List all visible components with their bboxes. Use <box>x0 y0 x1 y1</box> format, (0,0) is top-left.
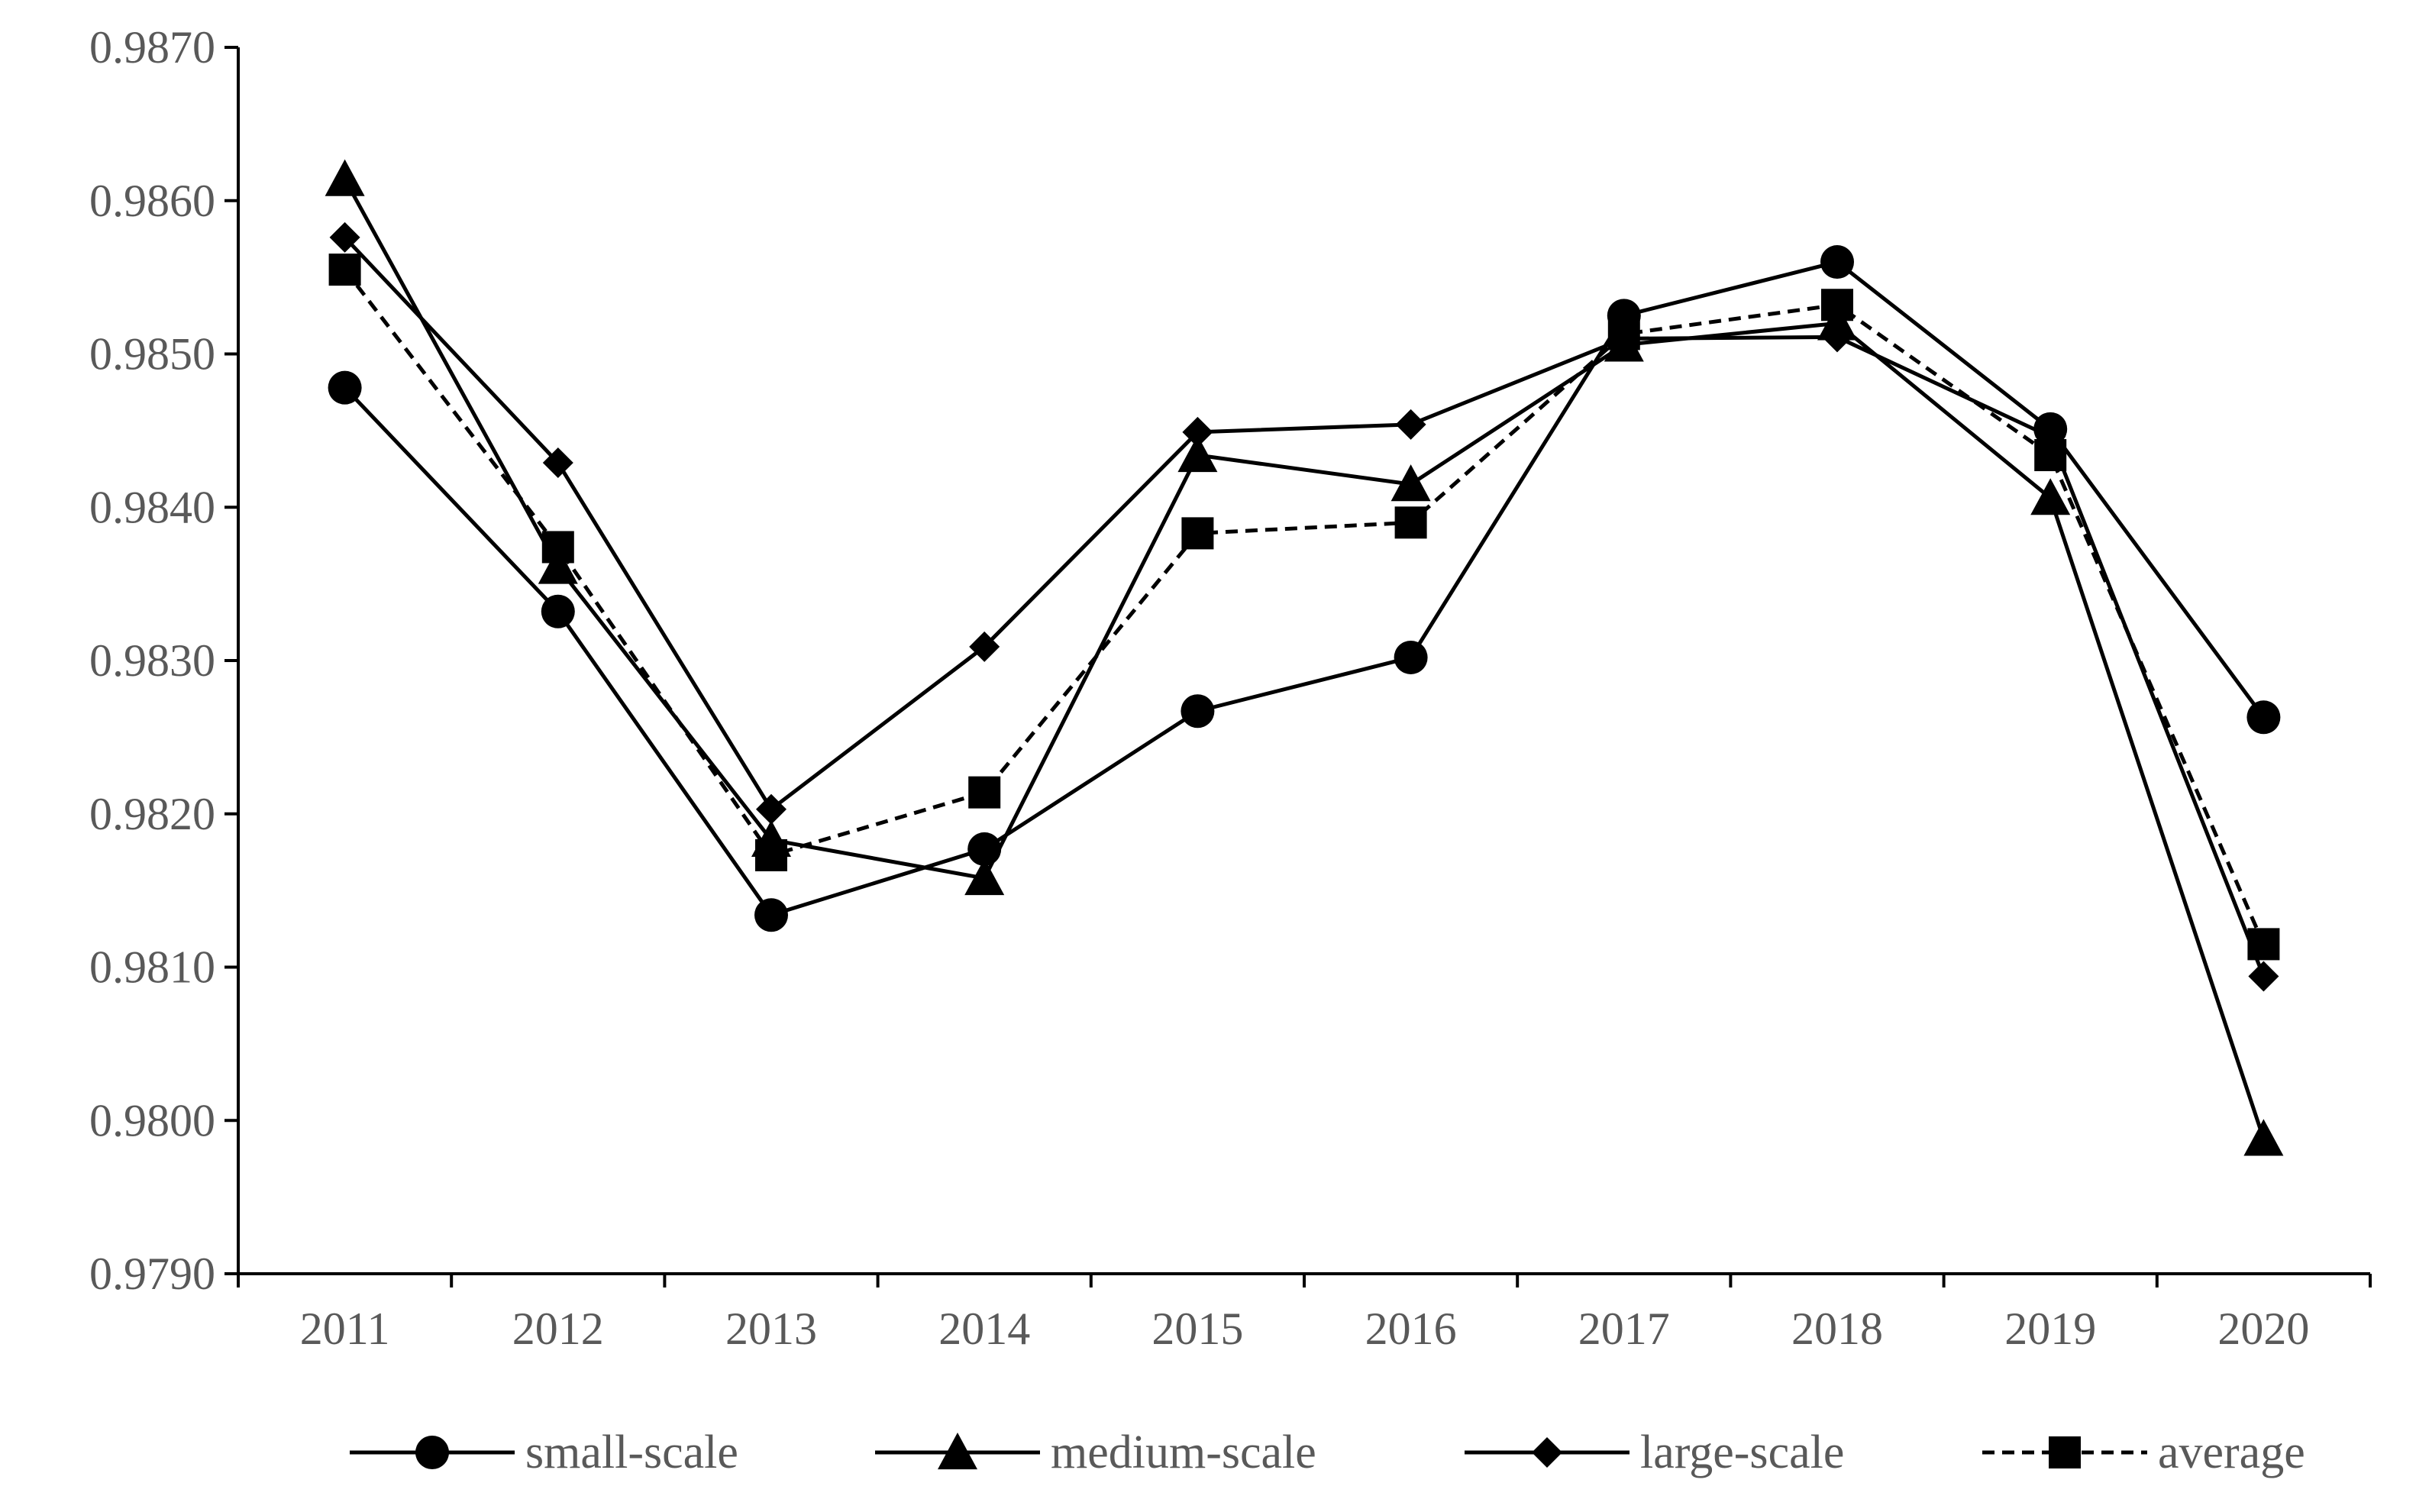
x-tick-label: 2019 <box>2004 1304 2096 1354</box>
data-point-average <box>1181 517 1214 550</box>
legend-marker <box>2049 1436 2081 1468</box>
legend-label: average <box>2158 1426 2305 1478</box>
data-point-average <box>755 838 787 871</box>
y-tick-label: 0.9850 <box>89 329 215 380</box>
series-medium-scale <box>325 159 2284 1156</box>
legend-item-average: average <box>1982 1426 2305 1478</box>
data-point-small-scale <box>754 898 788 932</box>
series-line-large-scale <box>343 236 2266 977</box>
data-point-large-scale <box>1822 321 1852 353</box>
legend-marker <box>938 1433 977 1470</box>
x-tick-label: 2016 <box>1365 1304 1457 1354</box>
data-point-average <box>2034 438 2067 471</box>
data-point-medium-scale <box>2243 1119 2284 1156</box>
data-point-average <box>1394 506 1427 539</box>
data-point-medium-scale <box>964 858 1005 896</box>
series-small-scale <box>328 245 2281 932</box>
series-line-medium-scale <box>343 178 2266 1140</box>
series-average <box>328 254 2280 961</box>
data-point-small-scale <box>328 370 362 405</box>
data-point-average <box>1607 318 1640 351</box>
legend-label: medium-scale <box>1051 1426 1316 1478</box>
data-point-average <box>328 254 361 286</box>
legend-item-large-scale: large-scale <box>1465 1426 1844 1478</box>
data-point-medium-scale <box>325 159 365 196</box>
data-point-large-scale <box>329 221 360 253</box>
x-tick-label: 2011 <box>300 1304 390 1354</box>
data-point-large-scale <box>969 631 1000 662</box>
data-point-small-scale <box>1181 694 1215 729</box>
data-point-medium-scale <box>1390 464 1431 502</box>
data-point-small-scale <box>2246 700 2281 735</box>
data-point-medium-scale <box>1177 435 1218 473</box>
data-point-small-scale <box>1820 245 1854 279</box>
legend-marker <box>415 1436 449 1469</box>
x-tick-label: 2012 <box>512 1304 604 1354</box>
data-point-medium-scale <box>2030 478 2071 515</box>
y-tick-label: 0.9790 <box>89 1249 215 1299</box>
y-tick-label: 0.9840 <box>89 482 215 532</box>
data-point-large-scale <box>1182 416 1213 447</box>
x-tick-label: 2017 <box>1578 1304 1670 1354</box>
x-tick-label: 2014 <box>938 1304 1030 1354</box>
x-tick-label: 2018 <box>1791 1304 1883 1354</box>
legend-label: small-scale <box>525 1426 738 1478</box>
data-point-small-scale <box>1394 640 1428 674</box>
y-tick-label: 0.9860 <box>89 176 215 226</box>
data-point-medium-scale <box>538 547 578 584</box>
y-tick-label: 0.9810 <box>89 942 215 993</box>
y-tick-label: 0.9800 <box>89 1095 215 1145</box>
y-tick-label: 0.9870 <box>89 22 215 73</box>
x-tick-label: 2015 <box>1151 1304 1243 1354</box>
legend-item-medium-scale: medium-scale <box>875 1426 1316 1478</box>
data-point-large-scale <box>2248 961 2279 992</box>
legend-marker <box>1532 1437 1562 1468</box>
data-point-large-scale <box>542 447 573 479</box>
data-point-average <box>541 531 574 564</box>
y-tick-label: 0.9830 <box>89 635 215 686</box>
data-point-medium-scale <box>1817 303 1857 341</box>
series-line-small-scale <box>343 260 2266 917</box>
legend-item-small-scale: small-scale <box>350 1426 738 1478</box>
data-point-average <box>968 776 1001 809</box>
legend-label: large-scale <box>1640 1426 1844 1478</box>
data-point-average <box>2247 928 2280 961</box>
data-point-average <box>1821 289 1853 321</box>
data-point-large-scale <box>1395 409 1426 440</box>
data-point-large-scale <box>756 793 786 825</box>
x-tick-label: 2020 <box>2217 1304 2309 1354</box>
series-large-scale <box>329 221 2279 992</box>
y-tick-label: 0.9820 <box>89 789 215 839</box>
x-tick-label: 2013 <box>725 1304 817 1354</box>
series-line-average <box>343 268 2266 945</box>
data-point-small-scale <box>541 594 575 628</box>
